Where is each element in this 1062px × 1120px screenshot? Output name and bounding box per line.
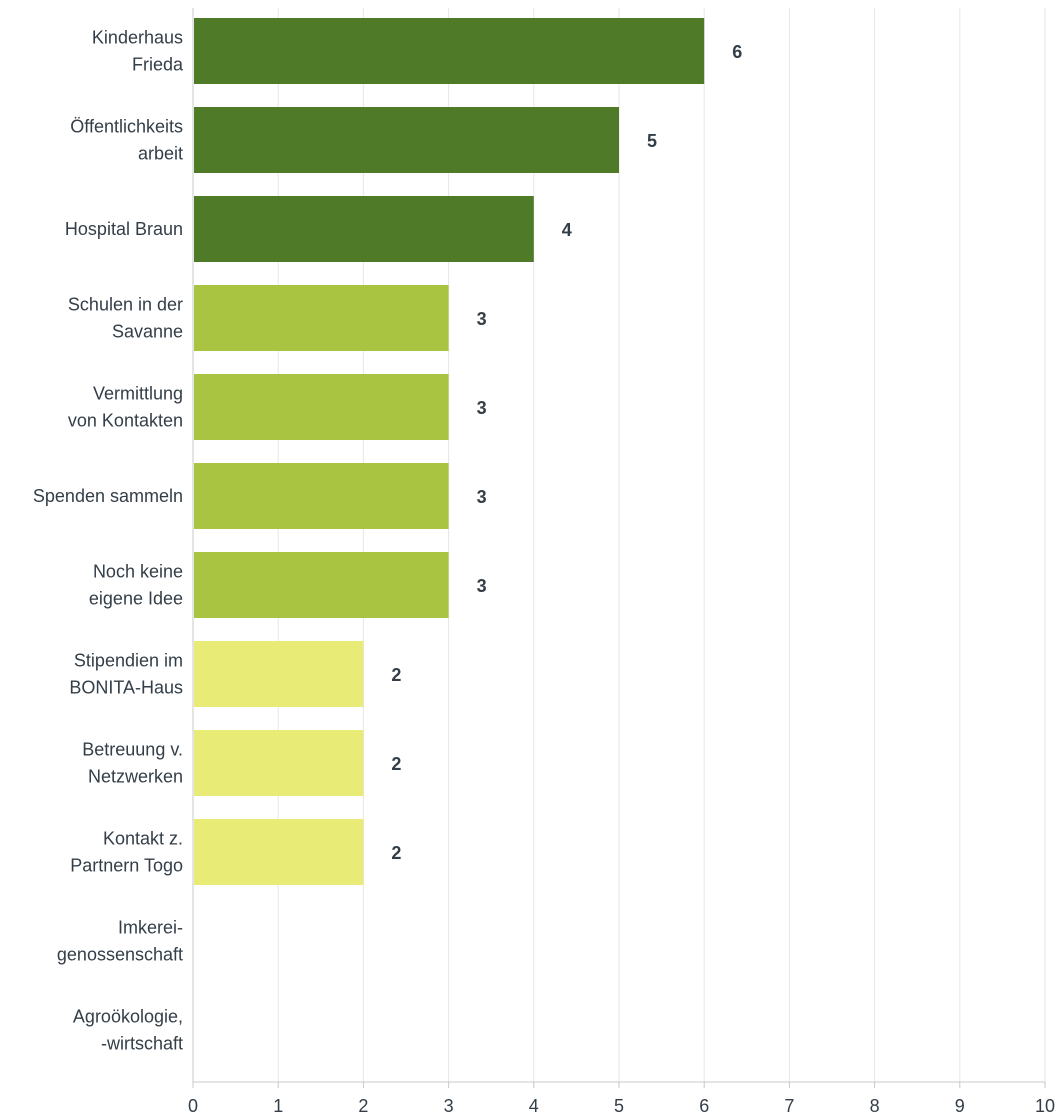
bar <box>194 819 364 885</box>
x-tick-label: 7 <box>784 1096 794 1116</box>
data-label: 2 <box>391 665 401 685</box>
category-label: Hospital Braun <box>65 219 183 239</box>
category-label: arbeit <box>138 144 183 164</box>
category-label: Frieda <box>132 55 184 75</box>
data-label: 3 <box>477 576 487 596</box>
x-tick-label: 5 <box>614 1096 624 1116</box>
data-label: 2 <box>391 754 401 774</box>
x-tick-label: 0 <box>188 1096 198 1116</box>
data-label: 2 <box>391 843 401 863</box>
category-label: Vermittlung <box>93 384 183 404</box>
data-label: 3 <box>477 487 487 507</box>
category-label: Kinderhaus <box>92 28 183 48</box>
category-label: Schulen in der <box>68 295 183 315</box>
category-label: Savanne <box>112 322 183 342</box>
category-label: genossenschaft <box>57 945 183 965</box>
data-label: 3 <box>477 398 487 418</box>
category-label: Netzwerken <box>88 767 183 787</box>
x-tick-label: 9 <box>955 1096 965 1116</box>
bars <box>194 18 705 885</box>
category-label: Agroökologie, <box>73 1007 183 1027</box>
bar <box>194 374 449 440</box>
bar <box>194 107 619 173</box>
bar <box>194 641 364 707</box>
x-tick-label: 4 <box>529 1096 539 1116</box>
category-label: Partnern Togo <box>70 856 183 876</box>
data-label: 4 <box>562 220 572 240</box>
category-labels: Kinderhaus Frieda Öffentlichkeits arbeit Hos… <box>33 28 184 1054</box>
x-tick-label: 10 <box>1035 1096 1055 1116</box>
category-label: von Kontakten <box>68 411 183 431</box>
category-label: Betreuung v. <box>82 740 183 760</box>
data-label: 5 <box>647 131 657 151</box>
category-label: Stipendien im <box>74 651 183 671</box>
x-axis-ticks: 0 1 2 3 4 5 6 7 8 9 10 <box>188 1082 1055 1116</box>
bar <box>194 730 364 796</box>
category-label: Noch keine <box>93 562 183 582</box>
x-tick-label: 2 <box>358 1096 368 1116</box>
x-tick-label: 3 <box>444 1096 454 1116</box>
category-label: BONITA-Haus <box>69 678 183 698</box>
x-tick-label: 6 <box>699 1096 709 1116</box>
bar <box>194 196 534 262</box>
category-label: Spenden sammeln <box>33 486 183 506</box>
x-tick-label: 1 <box>273 1096 283 1116</box>
category-label: eigene Idee <box>89 589 183 609</box>
bar <box>194 552 449 618</box>
bar <box>194 18 705 84</box>
category-label: Imkerei- <box>118 918 183 938</box>
grid-lines <box>277 8 1046 1082</box>
x-tick-label: 8 <box>870 1096 880 1116</box>
category-label: Kontakt z. <box>103 829 183 849</box>
bar <box>194 463 449 529</box>
data-label: 3 <box>477 309 487 329</box>
bar <box>194 285 449 351</box>
value-labels: 6 5 4 3 3 3 3 2 2 2 <box>391 42 742 863</box>
category-label: -wirtschaft <box>101 1034 183 1054</box>
category-label: Öffentlichkeits <box>70 117 183 137</box>
data-label: 6 <box>732 42 742 62</box>
